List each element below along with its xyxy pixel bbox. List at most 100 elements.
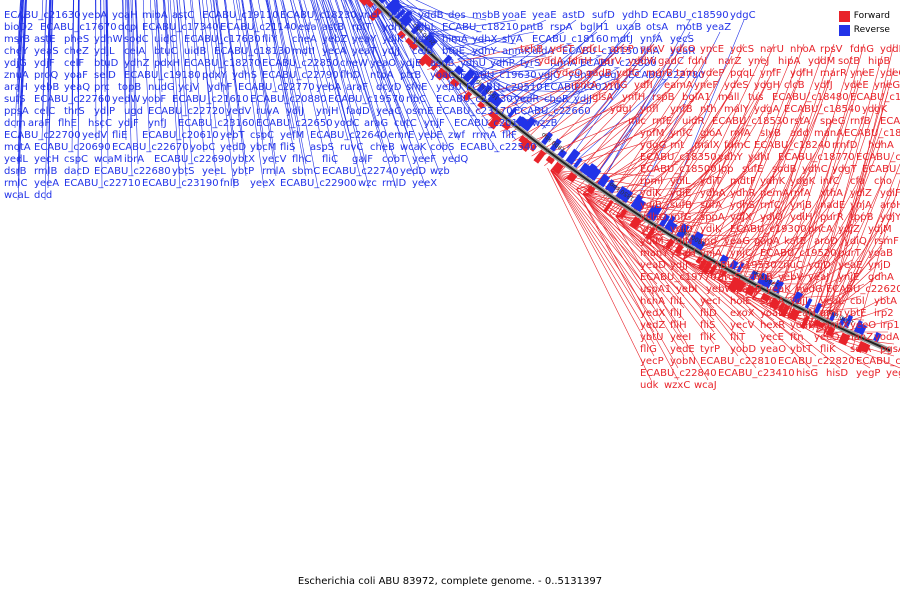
reverse-gene-label: fumA <box>550 58 577 69</box>
leader-line <box>103 0 106 93</box>
leader-line <box>225 0 247 165</box>
forward-gene-label: holE <box>730 296 752 307</box>
reverse-feature <box>763 277 773 289</box>
scale-tick <box>759 286 763 290</box>
reverse-gene-label: ECABU_c19110 <box>202 10 279 21</box>
leader-line <box>238 0 265 189</box>
reverse-gene-label: osmE <box>406 106 433 117</box>
forward-feature <box>825 326 836 337</box>
reverse-gene-label: sfhE <box>406 82 427 93</box>
reverse-gene-label: wzc <box>358 178 377 189</box>
reverse-gene-label: yobC <box>190 142 215 153</box>
leader-line <box>375 0 445 153</box>
reverse-gene-label: ydhT <box>568 70 594 81</box>
forward-gene-label: ydcV <box>640 44 665 55</box>
leader-line <box>745 79 829 296</box>
leader-line <box>615 211 715 217</box>
leader-line <box>100 0 103 129</box>
reverse-feature <box>664 215 676 231</box>
reverse-gene-label: yoaH <box>112 10 138 21</box>
reverse-feature <box>584 163 598 178</box>
leader-line <box>683 259 775 345</box>
leader-line <box>128 0 133 93</box>
feature-track-layer <box>359 0 882 354</box>
forward-gene-label: hexR <box>760 320 785 331</box>
reverse-gene-label: ydhV <box>382 22 408 33</box>
leader-line <box>531 91 637 157</box>
leader-line <box>703 139 793 272</box>
leader-line <box>190 0 205 153</box>
forward-gene-label: ECABU_c22840 <box>640 368 717 379</box>
reverse-gene-label: ydhZ <box>124 58 150 69</box>
leader-line <box>17 0 27 201</box>
leader-line <box>816 295 889 333</box>
reverse-gene-label: ydhL <box>412 22 437 33</box>
legend-forward: Forward <box>838 9 890 23</box>
forward-gene-label: yoaD <box>790 320 816 331</box>
forward-gene-label: ydjD <box>808 260 831 271</box>
forward-gene-label: ydgK <box>862 104 888 115</box>
leader-line <box>487 43 595 122</box>
reverse-gene-label: msbB <box>472 10 500 21</box>
forward-gene-label: rnfB <box>850 116 871 127</box>
leader-line <box>752 298 835 345</box>
forward-feature <box>518 135 529 145</box>
forward-gene-label: ECABU_c18530 <box>712 116 789 127</box>
forward-gene-label: yebV <box>778 272 803 283</box>
reverse-gene-label: ycjV <box>178 82 199 93</box>
forward-feature <box>488 110 498 120</box>
forward-gene-label: ECABU_c18430 <box>856 152 900 163</box>
forward-gene-label: ybtA <box>874 296 897 307</box>
reverse-gene-label: ynfA <box>640 34 663 45</box>
leader-line <box>249 0 277 177</box>
forward-gene-label: rnd <box>700 236 717 247</box>
forward-gene-label: mlc <box>628 116 646 127</box>
reverse-gene-label: araF <box>346 82 368 93</box>
reverse-gene-label: rmlC <box>4 178 27 189</box>
leader-line <box>463 64 553 117</box>
leader-line <box>336 0 385 153</box>
forward-gene-label: ydiH <box>790 212 813 223</box>
forward-gene-label: ydiT <box>700 176 722 187</box>
leader-line <box>399 0 457 45</box>
leader-line <box>823 199 895 336</box>
leader-line <box>122 0 127 105</box>
forward-gene-label: speG <box>820 116 845 127</box>
reverse-gene-label: topB <box>118 82 141 93</box>
forward-gene-label: ydjM <box>868 224 892 235</box>
forward-gene-label: yeaO <box>760 344 786 355</box>
forward-gene-label: exoX <box>730 308 755 319</box>
gene-label-layer: ECABU_c21630 yebA yoaH mipA astC ECABU_c19110… <box>4 10 900 391</box>
reverse-gene-label: ECABU_c18590 <box>652 10 729 21</box>
forward-gene-label: ydeP <box>700 68 724 79</box>
forward-gene-label: ECABU_c18420 <box>844 128 900 139</box>
forward-gene-label: clcB <box>784 80 805 91</box>
forward-gene-label: ydcT <box>550 44 575 55</box>
leader-line <box>282 0 301 69</box>
reverse-gene-label: yebT <box>220 130 245 141</box>
reverse-gene-label: proQ <box>34 70 58 81</box>
forward-gene-label: ECABU_c18770 <box>778 152 855 163</box>
reverse-gene-label: ECABU_c19570 <box>328 94 405 105</box>
reverse-gene-label: ydhD <box>622 10 649 21</box>
forward-gene-label: gdhA <box>868 272 894 283</box>
reverse-gene-label: ECABU_c22790 <box>262 70 339 81</box>
forward-gene-label: ydgT <box>832 164 858 175</box>
forward-gene-label: tppB <box>850 212 874 223</box>
forward-feature <box>566 171 578 183</box>
reverse-gene-label: yebA <box>316 82 341 93</box>
leader-line <box>816 79 889 333</box>
leader-line <box>356 0 415 153</box>
scale-tick <box>415 39 419 44</box>
leader-line <box>77 0 80 177</box>
reverse-gene-label: mdtJ <box>610 34 633 45</box>
leader-line <box>44 0 51 201</box>
reverse-gene-label: yeaS <box>34 46 59 57</box>
forward-gene-label: argS <box>718 272 741 283</box>
leader-line <box>210 0 223 93</box>
reverse-gene-label: ptrB <box>400 70 421 81</box>
reverse-feature <box>804 298 813 309</box>
leader-line <box>299 0 331 117</box>
forward-gene-label: ydcS <box>730 44 754 55</box>
forward-gene-label: sodB <box>772 164 797 175</box>
